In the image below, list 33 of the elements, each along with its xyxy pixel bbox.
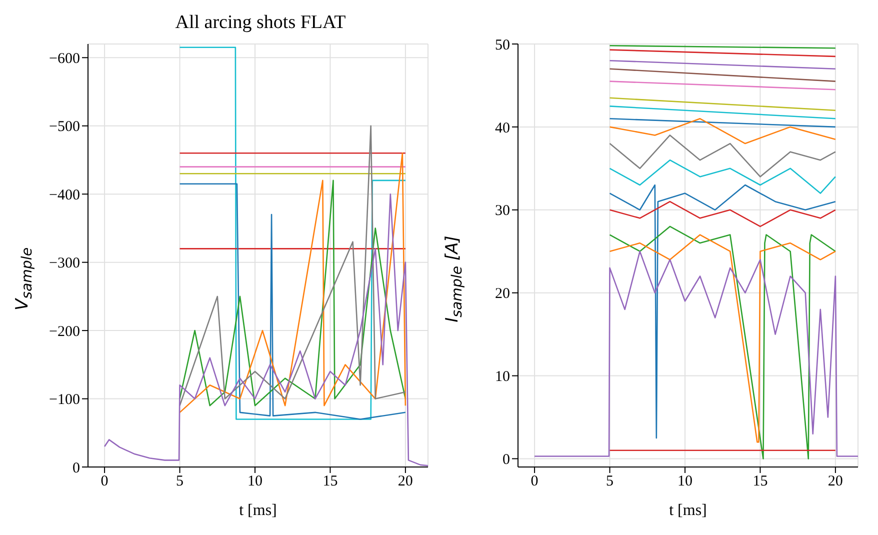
x-tick-label: 10 xyxy=(247,474,262,490)
y-tick-label: 20 xyxy=(495,286,510,302)
x-tick-label: 5 xyxy=(176,474,184,490)
y-tick-label: −400 xyxy=(49,187,80,204)
y-tick-label: −100 xyxy=(49,392,80,408)
line-series xyxy=(609,200,836,228)
line-series xyxy=(609,159,836,194)
y-tick-label: −300 xyxy=(49,256,80,272)
x-tick-label: 15 xyxy=(752,474,768,490)
y-tick-label: 40 xyxy=(495,120,510,136)
x-tick-label: 20 xyxy=(828,474,843,490)
y-tick-label: 10 xyxy=(495,369,510,386)
x-axis-title: t [ms] xyxy=(239,502,277,519)
y-tick-label: −500 xyxy=(49,119,80,136)
y-tick-label: 0 xyxy=(502,452,510,468)
y-tick-label: 0 xyxy=(72,460,80,476)
line-series xyxy=(609,118,836,144)
x-tick-label: 5 xyxy=(606,474,614,490)
line-series xyxy=(609,134,836,178)
x-tick-label: 0 xyxy=(530,474,538,490)
line-series xyxy=(534,250,858,457)
y-tick-label: 50 xyxy=(495,37,510,54)
x-tick-label: 10 xyxy=(677,474,692,490)
line-series xyxy=(104,193,428,466)
y-tick-label: −200 xyxy=(49,324,80,340)
x-tick-label: 0 xyxy=(100,474,108,490)
x-tick-label: 15 xyxy=(322,474,338,490)
x-tick-label: 20 xyxy=(398,474,413,490)
y-tick-label: −600 xyxy=(49,50,80,67)
line-series xyxy=(609,184,836,439)
x-axis-title: t [ms] xyxy=(669,502,707,519)
y-tick-label: 30 xyxy=(495,203,510,220)
chart-title: All arcing shots FLAT xyxy=(174,12,347,34)
